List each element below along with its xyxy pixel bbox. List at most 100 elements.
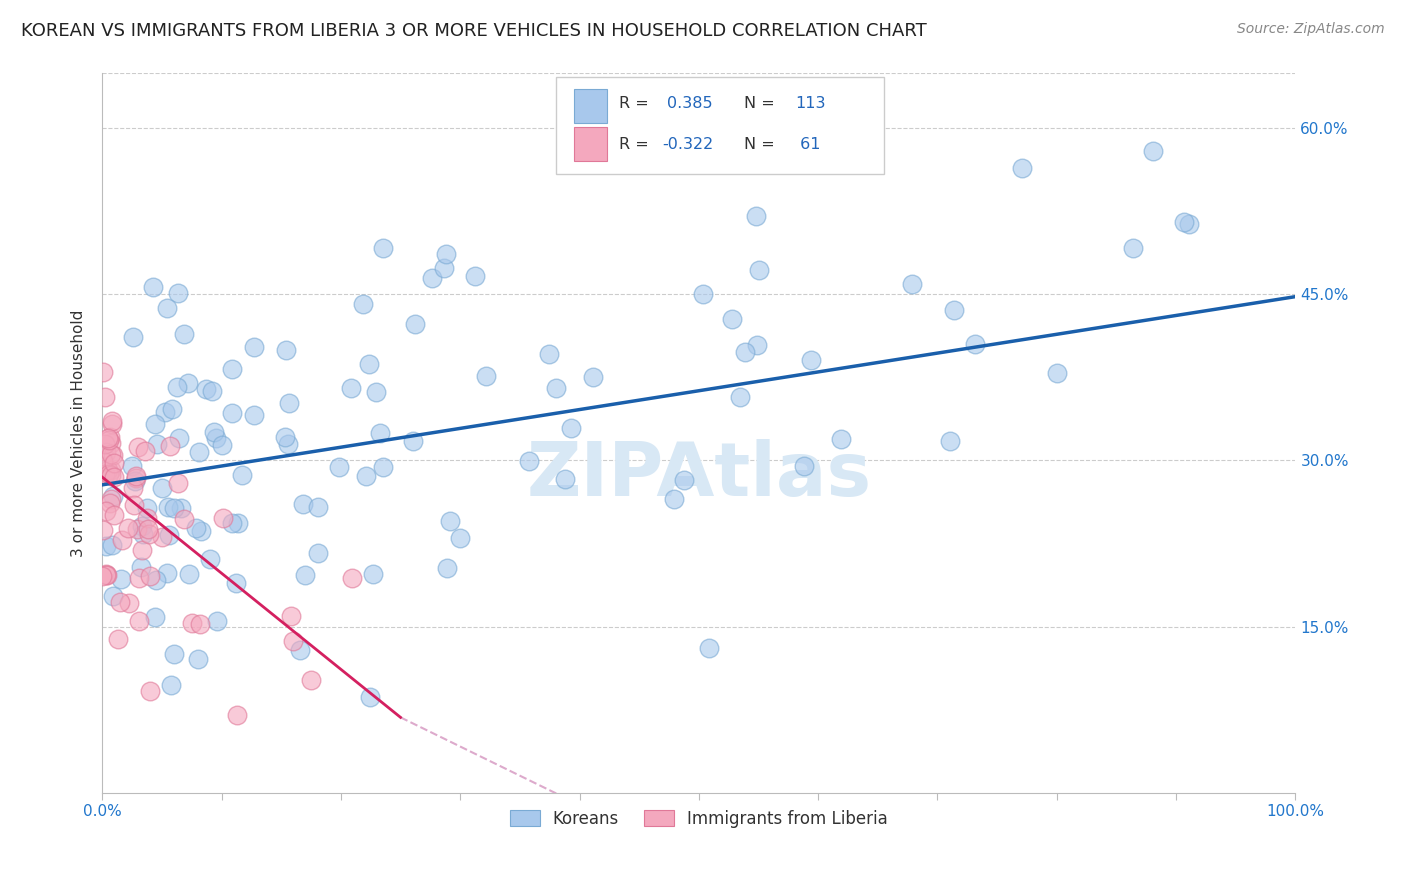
Point — [294, 568, 316, 582]
Point — [517, 454, 540, 468]
Point — [139, 568, 162, 582]
Point — [277, 436, 299, 450]
Point — [537, 347, 560, 361]
Point — [180, 615, 202, 630]
Point — [328, 460, 350, 475]
Point — [793, 458, 815, 473]
Point — [226, 516, 249, 531]
Point — [359, 690, 381, 705]
Point — [159, 440, 181, 454]
Point — [434, 246, 457, 260]
Point — [166, 285, 188, 300]
Point — [449, 531, 471, 545]
Point — [202, 425, 225, 439]
Point — [464, 268, 486, 283]
Point — [108, 595, 131, 609]
Point — [159, 678, 181, 692]
Point — [745, 209, 768, 223]
Point — [291, 497, 314, 511]
Point — [91, 365, 114, 379]
Point — [354, 468, 377, 483]
Text: KOREAN VS IMMIGRANTS FROM LIBERIA 3 OR MORE VEHICLES IN HOUSEHOLD CORRELATION CH: KOREAN VS IMMIGRANTS FROM LIBERIA 3 OR M… — [21, 22, 927, 40]
FancyBboxPatch shape — [555, 77, 884, 174]
Point — [1173, 215, 1195, 229]
Point — [143, 610, 166, 624]
Point — [121, 481, 143, 495]
Point — [156, 566, 179, 580]
Point — [800, 353, 823, 368]
Point — [138, 684, 160, 698]
Point — [560, 421, 582, 435]
Point — [433, 260, 456, 275]
Point — [100, 468, 122, 483]
Point — [100, 492, 122, 507]
Point — [97, 463, 120, 477]
Point — [186, 521, 208, 535]
Point — [128, 615, 150, 629]
Point — [231, 467, 253, 482]
Point — [179, 566, 201, 581]
Text: 113: 113 — [796, 96, 825, 112]
Point — [136, 500, 159, 515]
Point — [211, 438, 233, 452]
Point — [728, 390, 751, 404]
Point — [101, 414, 124, 428]
Point — [94, 539, 117, 553]
Point — [167, 475, 190, 490]
Point — [368, 426, 391, 441]
Point — [225, 576, 247, 591]
Point — [734, 344, 756, 359]
FancyBboxPatch shape — [574, 127, 607, 161]
Text: Source: ZipAtlas.com: Source: ZipAtlas.com — [1237, 22, 1385, 37]
Text: R =: R = — [619, 96, 654, 112]
Point — [243, 408, 266, 422]
Point — [221, 516, 243, 530]
Legend: Koreans, Immigrants from Liberia: Koreans, Immigrants from Liberia — [503, 804, 894, 835]
Point — [340, 381, 363, 395]
Point — [692, 286, 714, 301]
Point — [280, 609, 302, 624]
Point — [128, 571, 150, 585]
Point — [110, 572, 132, 586]
Point — [299, 673, 322, 687]
Point — [121, 330, 143, 344]
Point — [97, 431, 120, 445]
Point — [1122, 241, 1144, 255]
Point — [831, 433, 853, 447]
Point — [150, 530, 173, 544]
Point — [342, 571, 364, 585]
Point — [352, 297, 374, 311]
Point — [101, 449, 124, 463]
Point — [96, 504, 118, 518]
Point — [170, 501, 193, 516]
FancyBboxPatch shape — [574, 89, 607, 123]
Point — [107, 632, 129, 646]
Point — [103, 456, 125, 470]
Text: ZIPAtlas: ZIPAtlas — [526, 440, 872, 513]
Point — [194, 382, 217, 396]
Point — [204, 431, 226, 445]
Point — [101, 489, 124, 503]
Point — [697, 640, 720, 655]
Point — [173, 512, 195, 526]
Point — [153, 404, 176, 418]
Point — [198, 552, 221, 566]
Point — [221, 361, 243, 376]
Point — [132, 526, 155, 541]
Text: 0.385: 0.385 — [666, 96, 713, 112]
Point — [366, 384, 388, 399]
Point — [357, 358, 380, 372]
Point — [163, 648, 186, 662]
Point — [166, 379, 188, 393]
Point — [98, 496, 121, 510]
Point — [136, 523, 159, 537]
Point — [288, 643, 311, 657]
Point — [1011, 161, 1033, 175]
Point — [156, 301, 179, 316]
Point — [307, 546, 329, 560]
Point — [163, 501, 186, 516]
Point — [117, 521, 139, 535]
Point — [98, 433, 121, 447]
Point — [436, 561, 458, 575]
Point — [97, 467, 120, 481]
